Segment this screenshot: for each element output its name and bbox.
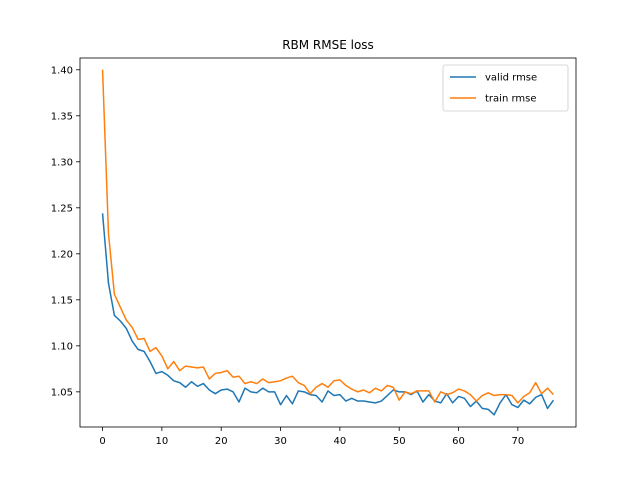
series-line-2 xyxy=(101,69,555,404)
y-tick-label: 1.15 xyxy=(51,295,73,306)
y-tick-label: 1.20 xyxy=(51,249,73,260)
plot-frame xyxy=(79,57,577,428)
x-tick-label: 40 xyxy=(333,436,346,447)
x-tick-label: 60 xyxy=(452,436,465,447)
x-tick-label: 0 xyxy=(99,436,105,447)
y-tick-label: 1.40 xyxy=(51,65,73,76)
legend: valid rmse train rmse xyxy=(442,64,569,112)
x-tick-label: 70 xyxy=(511,436,524,447)
x-tick-label: 30 xyxy=(274,436,287,447)
x-tick-label: 20 xyxy=(215,436,228,447)
series-line-1 xyxy=(101,213,555,416)
y-tick-label: 1.35 xyxy=(51,111,73,122)
y-tick-label: 1.30 xyxy=(51,157,73,168)
axes: 0 10 20 30 40 50 60 70 1.05 1.10 1.15 1.20 1.25 1.30 1… xyxy=(51,57,577,447)
plot-area xyxy=(101,69,555,416)
y-tick-label: 1.25 xyxy=(51,203,73,214)
legend-label-2: train rmse xyxy=(485,94,537,105)
y-tick-label: 1.05 xyxy=(51,387,73,398)
chart-title: RBM RMSE loss xyxy=(282,38,374,52)
y-tick-label: 1.10 xyxy=(51,341,73,352)
x-tick-label: 50 xyxy=(393,436,406,447)
legend-label-1: valid rmse xyxy=(485,73,537,84)
x-tick-label: 10 xyxy=(156,436,169,447)
